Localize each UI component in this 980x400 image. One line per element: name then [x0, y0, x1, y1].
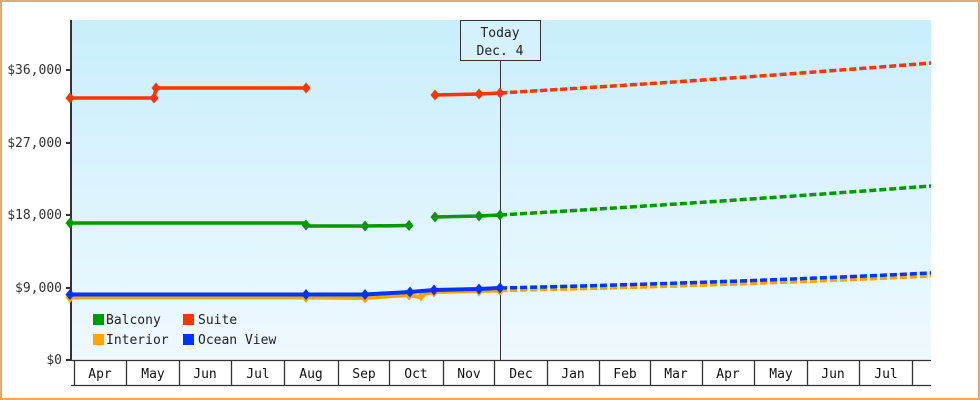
ocean-view-swatch-icon [183, 334, 194, 345]
y-axis: $0 $9,000 $18,000 $27,000 $36,000 [7, 20, 72, 368]
data-point[interactable] [404, 220, 414, 231]
x-tick-label: Jul [874, 367, 897, 382]
x-tick-label: Dec [509, 367, 532, 382]
legend-item-ocean-view[interactable]: Ocean View [183, 333, 276, 348]
legend-label: Suite [198, 313, 237, 328]
data-point[interactable] [151, 82, 161, 94]
data-point[interactable] [430, 211, 440, 223]
y-tick-label: $0 [46, 353, 62, 368]
data-point[interactable] [495, 87, 505, 99]
data-point[interactable] [301, 82, 311, 94]
y-tick-label: $9,000 [15, 281, 62, 296]
projections [499, 61, 932, 293]
x-tick-label: Feb [613, 367, 637, 382]
today-label: Today [480, 26, 519, 41]
data-point[interactable] [360, 220, 370, 232]
suite-swatch-icon [183, 314, 194, 325]
data-point[interactable] [405, 286, 415, 298]
x-tick-label: Sep [352, 367, 376, 382]
series-balcony [65, 209, 505, 232]
data-point[interactable] [65, 289, 75, 300]
y-tick: $27,000 [7, 136, 71, 151]
today-date: Dec. 4 [477, 44, 524, 59]
x-tick-label: Jan [561, 367, 584, 382]
legend-label: Balcony [106, 313, 161, 328]
y-tick: $9,000 [15, 281, 71, 296]
legend-label: Interior [106, 333, 169, 348]
legend-label: Ocean View [198, 333, 276, 348]
y-tick: $36,000 [7, 63, 71, 78]
y-tick-label: $36,000 [7, 63, 62, 78]
x-tick-label: Apr [716, 367, 740, 382]
oceanview-projection-line [499, 271, 932, 290]
data-point[interactable] [474, 88, 484, 100]
data-point[interactable] [301, 289, 311, 300]
series-suite [65, 82, 505, 104]
data-point[interactable] [495, 209, 505, 221]
legend-item-suite[interactable]: Suite [183, 313, 237, 328]
data-point[interactable] [65, 92, 75, 104]
data-point[interactable] [430, 89, 440, 101]
x-tick-label: May [141, 367, 165, 382]
balcony-swatch-icon [93, 314, 104, 325]
legend-item-balcony[interactable]: Balcony [93, 313, 161, 328]
data-point[interactable] [474, 283, 484, 295]
data-point[interactable] [417, 291, 425, 302]
data-point[interactable] [474, 210, 484, 222]
y-tick-label: $27,000 [7, 136, 62, 151]
x-tick-label: Jun [821, 367, 844, 382]
interior-swatch-icon [93, 334, 104, 345]
today-marker: Today Dec. 4 [460, 20, 541, 360]
data-point[interactable] [301, 219, 311, 231]
x-tick-label: Nov [457, 367, 481, 382]
x-tick-label: May [769, 367, 793, 382]
x-tick-label: Oct [404, 367, 427, 382]
data-point[interactable] [360, 289, 370, 300]
x-tick-label: Apr [88, 367, 112, 382]
x-tick-label: Jul [246, 367, 269, 382]
x-tick-label: Mar [664, 367, 688, 382]
data-point[interactable] [495, 282, 505, 294]
suite-projection-line [499, 61, 932, 95]
legend: Balcony Suite Interior Ocean View [93, 313, 276, 348]
data-point[interactable] [149, 92, 159, 104]
x-tick-label: Jun [193, 367, 216, 382]
x-tick-labels: Apr May Jun Jul Aug Sep Oct Nov Dec Jan … [88, 367, 897, 382]
x-axis [71, 359, 931, 387]
data-point[interactable] [65, 217, 75, 229]
y-tick: $0 [46, 353, 71, 368]
legend-item-interior[interactable]: Interior [93, 333, 169, 348]
y-tick-label: $18,000 [7, 208, 62, 223]
y-tick: $18,000 [7, 208, 71, 223]
interior-projection-line [499, 274, 932, 293]
series-ocean-view [65, 282, 505, 300]
x-tick-label: Aug [299, 367, 322, 382]
data-point[interactable] [429, 284, 439, 296]
balcony-projection-line [499, 184, 932, 217]
